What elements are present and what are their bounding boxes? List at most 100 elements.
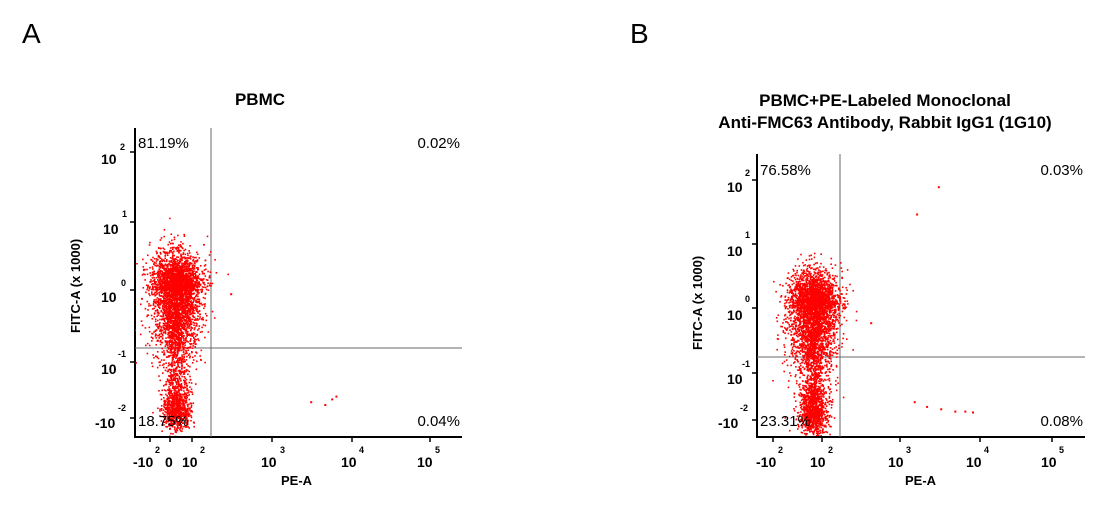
event-point xyxy=(172,328,174,330)
event-point xyxy=(173,272,175,275)
event-point xyxy=(185,338,187,340)
plot-a-quadrant-lower-left: 18.75% xyxy=(138,413,189,430)
event-point xyxy=(158,334,160,337)
event-point xyxy=(179,306,181,308)
event-point xyxy=(190,278,193,281)
event-point xyxy=(160,326,162,328)
event-point xyxy=(185,413,187,416)
event-point xyxy=(190,410,193,412)
event-point xyxy=(187,365,189,367)
event-point xyxy=(171,364,174,367)
event-point xyxy=(185,336,187,339)
event-point xyxy=(187,354,190,356)
event-point xyxy=(207,289,210,291)
event-point xyxy=(150,259,153,261)
event-point xyxy=(151,291,153,293)
event-point xyxy=(161,389,163,392)
event-point xyxy=(803,329,805,332)
event-point xyxy=(799,276,802,278)
event-point xyxy=(179,296,181,298)
event-point xyxy=(163,281,165,283)
event-point xyxy=(174,272,176,275)
event-point xyxy=(179,266,181,268)
event-point xyxy=(158,293,161,296)
event-point xyxy=(189,310,191,313)
event-point xyxy=(181,309,183,312)
event-point xyxy=(156,310,159,312)
event-point xyxy=(147,285,149,288)
event-point xyxy=(189,277,192,279)
plot-a-y-tick-label: 10 xyxy=(103,221,119,237)
event-point xyxy=(204,305,206,307)
event-point xyxy=(186,407,188,410)
event-point xyxy=(186,421,188,424)
event-point xyxy=(195,301,197,303)
event-point xyxy=(187,265,190,267)
outlier-point xyxy=(230,293,233,296)
event-point xyxy=(823,346,825,349)
event-point xyxy=(158,390,160,392)
event-point xyxy=(175,396,178,399)
event-point xyxy=(203,269,206,271)
event-point xyxy=(183,356,185,359)
event-point xyxy=(179,337,182,339)
event-point xyxy=(183,256,186,258)
event-point xyxy=(170,260,172,262)
event-point xyxy=(192,345,194,347)
event-point xyxy=(171,379,174,382)
event-point xyxy=(177,347,180,349)
event-point xyxy=(186,312,188,315)
event-point xyxy=(168,379,171,381)
event-point xyxy=(146,300,149,303)
event-point xyxy=(140,320,143,322)
event-point xyxy=(177,234,179,237)
event-point xyxy=(180,387,183,389)
event-point xyxy=(164,331,167,333)
event-point xyxy=(197,289,200,291)
event-point xyxy=(169,410,171,412)
event-point xyxy=(166,318,168,320)
event-point xyxy=(151,271,154,274)
event-point xyxy=(173,395,175,398)
event-point xyxy=(167,364,170,367)
event-point xyxy=(177,381,180,384)
event-point xyxy=(177,406,179,409)
event-point xyxy=(177,335,179,337)
event-point xyxy=(176,271,178,274)
event-point xyxy=(185,289,187,292)
event-point xyxy=(157,264,159,267)
event-point xyxy=(187,414,189,416)
event-point xyxy=(166,288,169,290)
event-point xyxy=(155,260,158,262)
event-point xyxy=(186,389,188,391)
event-point xyxy=(186,270,188,272)
event-point xyxy=(173,421,175,423)
event-point xyxy=(163,275,165,277)
event-point xyxy=(201,286,204,288)
event-point xyxy=(828,318,830,320)
event-point xyxy=(187,330,189,333)
event-point xyxy=(173,259,176,262)
event-point xyxy=(185,259,187,262)
event-point xyxy=(176,383,178,386)
event-point xyxy=(183,323,185,326)
event-point xyxy=(155,272,158,275)
event-point xyxy=(159,364,161,367)
event-point xyxy=(183,302,186,305)
event-point xyxy=(157,286,160,289)
event-point xyxy=(174,329,176,332)
event-point xyxy=(170,421,173,424)
event-point xyxy=(777,334,779,336)
event-point xyxy=(163,328,166,331)
event-point xyxy=(186,304,189,307)
event-point xyxy=(192,315,194,317)
event-point xyxy=(814,375,816,378)
event-point xyxy=(209,271,212,273)
event-point xyxy=(180,295,182,297)
event-point xyxy=(163,289,166,291)
event-point xyxy=(197,290,199,293)
event-point xyxy=(173,327,176,330)
event-point xyxy=(198,300,201,303)
event-point xyxy=(174,318,176,320)
event-point xyxy=(165,267,167,270)
